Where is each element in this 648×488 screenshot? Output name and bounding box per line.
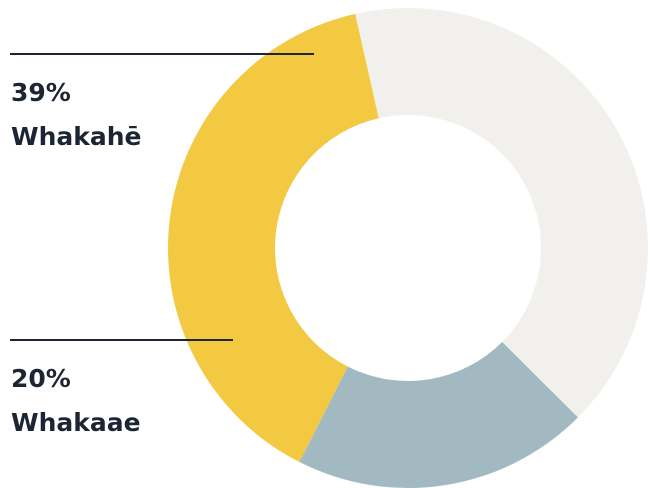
donut-segment	[167, 13, 379, 463]
category-label: Whakaae	[11, 408, 141, 437]
donut-segment	[299, 341, 579, 488]
donut-segment	[355, 8, 648, 418]
value-label: 20%	[11, 364, 71, 393]
value-label: 39%	[11, 78, 71, 107]
category-label: Whakahē	[11, 122, 142, 151]
